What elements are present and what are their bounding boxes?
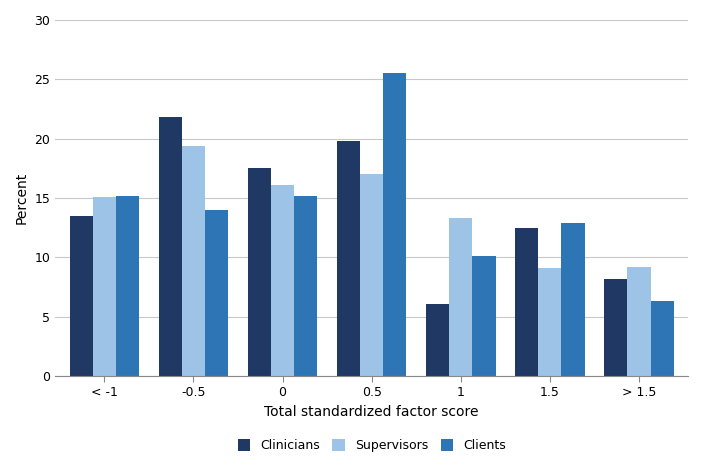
Bar: [116, 196, 139, 376]
Y-axis label: Percent: Percent: [15, 172, 29, 224]
Bar: [70, 216, 93, 376]
Bar: [605, 279, 627, 376]
Bar: [294, 196, 317, 376]
Bar: [93, 197, 116, 376]
Bar: [538, 268, 562, 376]
Bar: [205, 210, 228, 376]
Bar: [426, 304, 449, 376]
Bar: [247, 168, 271, 376]
Bar: [650, 301, 673, 376]
Bar: [449, 218, 472, 376]
Bar: [562, 223, 585, 376]
Bar: [337, 141, 360, 376]
Bar: [383, 73, 406, 376]
Bar: [360, 174, 383, 376]
X-axis label: Total standardized factor score: Total standardized factor score: [264, 405, 479, 419]
Bar: [271, 185, 294, 376]
Bar: [472, 256, 496, 376]
Legend: Clinicians, Supervisors, Clients: Clinicians, Supervisors, Clients: [238, 439, 505, 452]
Bar: [515, 227, 538, 376]
Bar: [627, 267, 650, 376]
Bar: [182, 146, 205, 376]
Bar: [159, 118, 182, 376]
